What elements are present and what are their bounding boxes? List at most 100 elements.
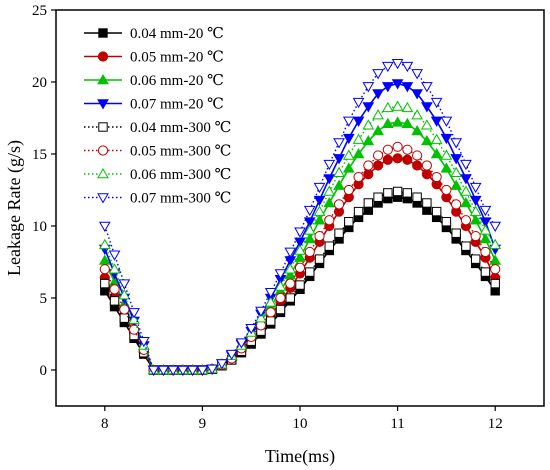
data-point [391, 79, 404, 90]
data-point [313, 205, 326, 216]
data-point [285, 293, 295, 303]
data-point [421, 82, 433, 93]
data-point [402, 144, 413, 155]
data-point [430, 133, 443, 144]
x-tick-label: 12 [488, 416, 503, 432]
data-point [98, 221, 111, 233]
data-point [381, 82, 394, 93]
legend-item: 0.05 mm-20 ℃ [84, 50, 224, 66]
data-point [362, 102, 375, 113]
legend-label: 0.05 mm-300 ℃ [130, 144, 231, 160]
data-point [392, 186, 403, 197]
data-point [362, 119, 375, 130]
data-point [352, 116, 365, 127]
data-point [186, 365, 199, 377]
legend-marker [97, 145, 109, 156]
x-tick-label: 10 [293, 416, 308, 432]
data-point [479, 217, 492, 228]
data-point [479, 205, 492, 217]
legend-marker [98, 28, 108, 38]
data-point [440, 116, 453, 127]
data-point [401, 101, 414, 113]
data-point [480, 246, 491, 258]
data-point [303, 232, 316, 244]
x-tick-label: 11 [390, 416, 404, 432]
data-point [401, 82, 414, 93]
data-point [274, 280, 287, 291]
data-point [411, 109, 423, 120]
legend-item: 0.06 mm-300 ℃ [84, 167, 231, 183]
legend-marker [97, 167, 109, 179]
legend-label: 0.06 mm-300 ℃ [130, 167, 231, 183]
data-point [118, 279, 131, 290]
data-point [196, 365, 209, 377]
data-point [401, 61, 414, 73]
y-tick-label: 20 [32, 75, 47, 91]
data-point [303, 205, 316, 217]
data-point [255, 306, 267, 317]
data-point [381, 117, 394, 129]
data-point [441, 216, 452, 227]
data-point [216, 359, 228, 370]
data-point [431, 206, 442, 217]
data-point [372, 150, 384, 161]
data-point [128, 324, 140, 335]
legend-label: 0.04 mm-20 ℃ [130, 26, 224, 42]
data-point [411, 69, 423, 80]
data-point [450, 138, 463, 149]
data-point [342, 162, 355, 173]
data-point [119, 304, 130, 315]
data-point [118, 289, 131, 300]
data-point [157, 365, 170, 377]
data-point [431, 171, 442, 183]
data-point [392, 141, 403, 152]
data-point [421, 119, 433, 130]
data-point [323, 185, 336, 196]
data-point [285, 278, 296, 289]
data-point [284, 263, 297, 274]
data-point [294, 244, 306, 255]
data-point [313, 182, 326, 194]
data-point [352, 147, 365, 159]
data-point [480, 267, 491, 277]
data-point [343, 184, 354, 196]
legend-marker [97, 99, 109, 110]
data-point [411, 124, 423, 136]
data-point [108, 263, 121, 274]
data-point [412, 160, 423, 171]
axis-ticks: 8 9 10 11 12 0 5 10 15 20 25 [32, 3, 503, 432]
legend-item: 0.04 mm-20 ℃ [84, 26, 224, 42]
series-8 [98, 59, 502, 377]
data-point [412, 192, 422, 202]
data-point [450, 154, 463, 165]
data-point [460, 196, 472, 208]
data-point [353, 171, 364, 183]
data-point [333, 166, 345, 177]
data-point [100, 278, 110, 289]
x-tick-label: 8 [101, 416, 109, 432]
data-point [137, 336, 150, 348]
legend-label: 0.04 mm-300 ℃ [130, 120, 231, 136]
legend-item: 0.07 mm-20 ℃ [84, 97, 224, 113]
data-point [344, 216, 354, 227]
data-point [333, 179, 345, 190]
data-point [469, 182, 482, 194]
data-point [342, 116, 355, 127]
data-point [469, 195, 482, 207]
data-point [412, 150, 423, 161]
data-point [265, 307, 276, 318]
y-tick-label: 10 [32, 219, 47, 235]
data-point [274, 269, 287, 280]
legend-label: 0.05 mm-20 ℃ [130, 50, 224, 66]
x-tick-label: 9 [199, 416, 207, 432]
data-point [352, 97, 365, 109]
legend-item: 0.05 mm-300 ℃ [84, 144, 231, 160]
data-point [469, 214, 482, 225]
data-point [421, 169, 432, 180]
data-point [401, 117, 414, 129]
data-point [489, 254, 502, 265]
data-point [128, 308, 140, 319]
data-point [382, 144, 393, 155]
data-point [490, 278, 500, 289]
data-point [391, 100, 404, 111]
